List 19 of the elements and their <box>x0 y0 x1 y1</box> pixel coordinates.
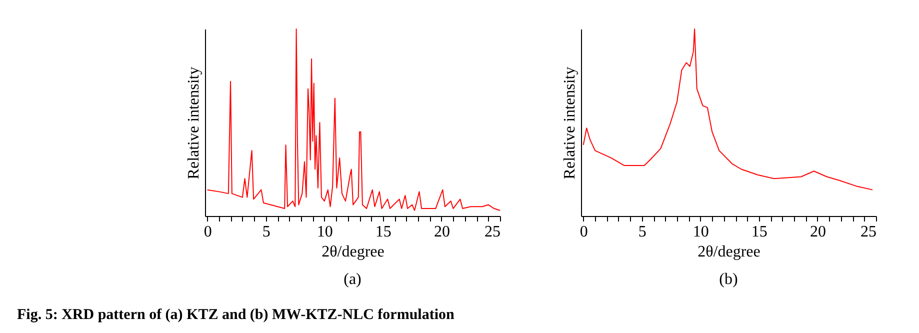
x-tick-label: 5 <box>638 224 646 240</box>
x-tick-label: 25 <box>860 224 876 240</box>
x-tick-label: 0 <box>204 224 212 240</box>
text: (b) <box>719 271 738 288</box>
x-tick-label: 20 <box>434 224 450 240</box>
x-tick-label: 20 <box>810 224 826 240</box>
x-tick-label: 15 <box>751 224 768 240</box>
x-tick-label: 15 <box>375 224 392 240</box>
text: (a) <box>344 271 362 288</box>
x-tick-label: 25 <box>484 224 500 240</box>
y-axis-title: Relative intensity <box>186 66 202 180</box>
x-tick-label: 10 <box>692 224 709 240</box>
x-tick-label: 5 <box>262 224 270 240</box>
x-tick-label: 10 <box>316 224 333 240</box>
caption: Fig. 5: XRD pattern of (a) KTZ and (b) MW-KTZ-NLC formulation <box>17 307 455 323</box>
x-axis-title: 2θ/degree <box>322 244 384 260</box>
x-axis-title: 2θ/degree <box>698 244 760 260</box>
y-axis-title: Relative intensity <box>562 66 578 180</box>
x-tick-label: 0 <box>580 224 588 240</box>
